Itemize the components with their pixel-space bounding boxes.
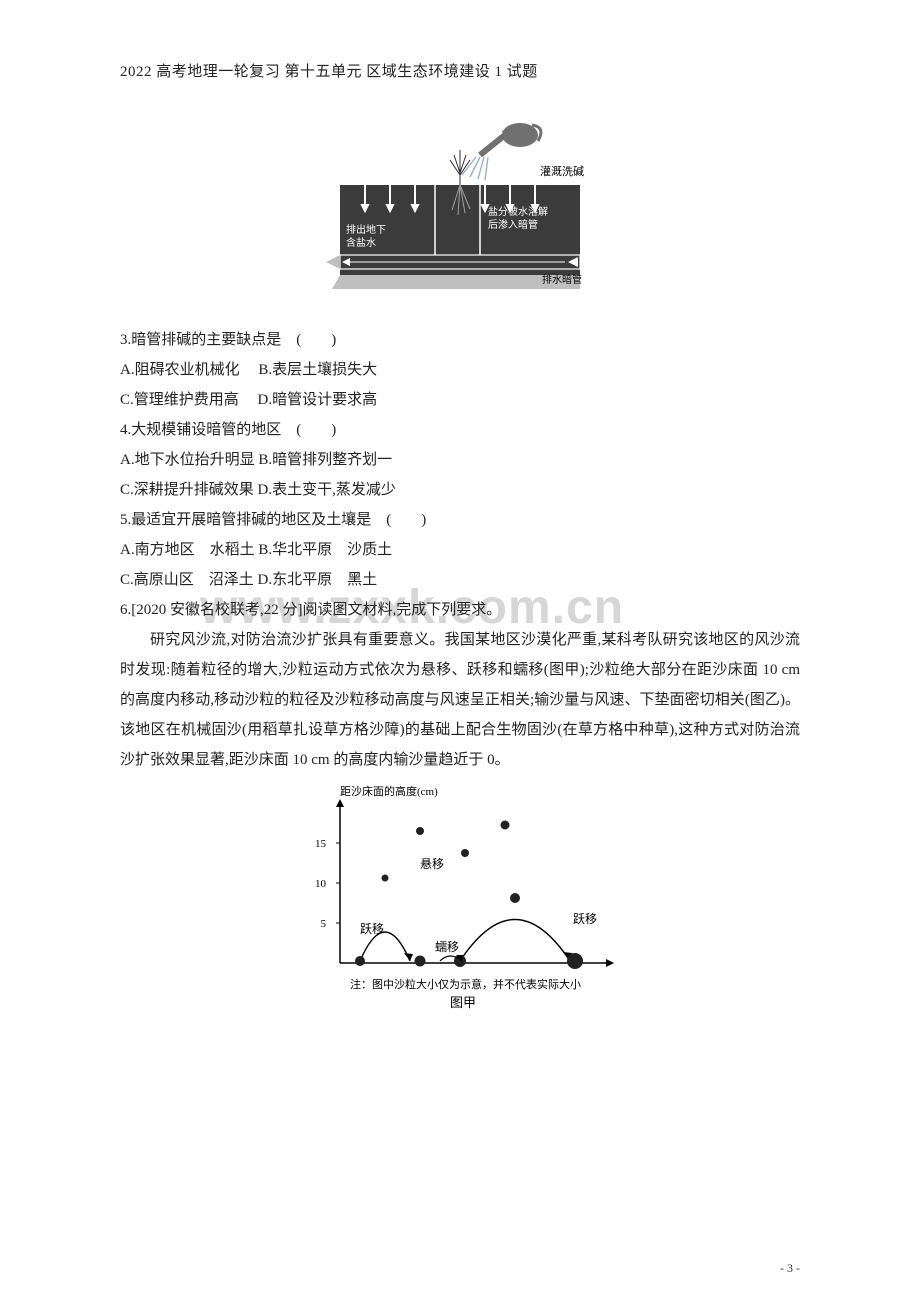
q4-optD: D.表土变干,蒸发减少 (258, 482, 396, 498)
d2-tick-15: 15 (315, 838, 327, 850)
q5-optA: A.南方地区 水稻土 (120, 542, 255, 558)
d2-label-jump1: 跃移 (360, 922, 384, 936)
q6-paragraph: 研究风沙流,对防治流沙扩张具有重要意义。我国某地区沙漠化严重,某科考队研究该地区… (120, 625, 800, 775)
q4-stem: 4.大规模铺设暗管的地区 ( ) (120, 415, 800, 445)
q4-optA: A.地下水位抬升明显 (120, 452, 255, 468)
page-header-title: 2022 高考地理一轮复习 第十五单元 区域生态环境建设 1 试题 (120, 60, 800, 81)
d2-label-jump2: 跃移 (573, 912, 597, 926)
q3-optA: A.阻碍农业机械化 (120, 362, 240, 378)
label-drain2: 含盐水 (346, 236, 376, 249)
q3-optD: D.暗管设计要求高 (258, 392, 378, 408)
label-drain1: 排出地下 (346, 223, 386, 236)
q5-optC: C.高原山区 沼泽土 (120, 572, 254, 588)
label-salt2: 后渗入暗管 (488, 218, 538, 231)
page-footer: - 3 - (780, 1261, 800, 1276)
d2-label-suspend: 悬移 (420, 857, 444, 871)
q3-options-cd: C.管理维护费用高 D.暗管设计要求高 (120, 385, 800, 415)
q3-options-ab: A.阻碍农业机械化 B.表层土壤损失大 (120, 355, 800, 385)
q3-stem: 3.暗管排碱的主要缺点是 ( ) (120, 325, 800, 355)
d2-yaxis-label: 距沙床面的高度(cm) (340, 784, 438, 798)
q5-options-cd: C.高原山区 沼泽土 D.东北平原 黑土 (120, 565, 800, 595)
d2-note: 注：图中沙粒大小仅为示意，并不代表实际大小 (350, 977, 581, 991)
q5-stem: 5.最适宜开展暗管排碱的地区及土壤是 ( ) (120, 505, 800, 535)
label-irrigate: 灌溉洗碱 (540, 165, 584, 178)
q5-optD: D.东北平原 黑土 (258, 572, 378, 588)
q5-options-ab: A.南方地区 水稻土 B.华北平原 沙质土 (120, 535, 800, 565)
label-salt1: 盐分被水溶解 (488, 205, 548, 218)
d2-tick-5: 5 (321, 918, 327, 930)
q5-optB: B.华北平原 沙质土 (258, 542, 392, 558)
q3-optB: B.表层土壤损失大 (258, 362, 377, 378)
d2-label-creep: 蠕移 (435, 940, 459, 954)
q4-options-ab: A.地下水位抬升明显 B.暗管排列整齐划一 (120, 445, 800, 475)
diagram-sand-motion: 距沙床面的高度(cm) 5 10 15 悬移 (290, 783, 630, 1013)
label-pipe: 排水暗管 (542, 273, 582, 286)
q6-stem: 6.[2020 安徽名校联考,22 分]阅读图文材料,完成下列要求。 (120, 595, 800, 625)
diagram-drainage: 灌溉洗碱 盐分被水溶解 后渗入暗管 排出地下 含盐水 (310, 105, 610, 305)
q4-options-cd: C.深耕提升排碱效果 D.表土变干,蒸发减少 (120, 475, 800, 505)
d2-tick-10: 10 (315, 878, 327, 890)
q4-optC: C.深耕提升排碱效果 (120, 482, 254, 498)
q3-optC: C.管理维护费用高 (120, 392, 239, 408)
d2-caption: 图甲 (450, 995, 476, 1010)
q4-optB: B.暗管排列整齐划一 (258, 452, 392, 468)
